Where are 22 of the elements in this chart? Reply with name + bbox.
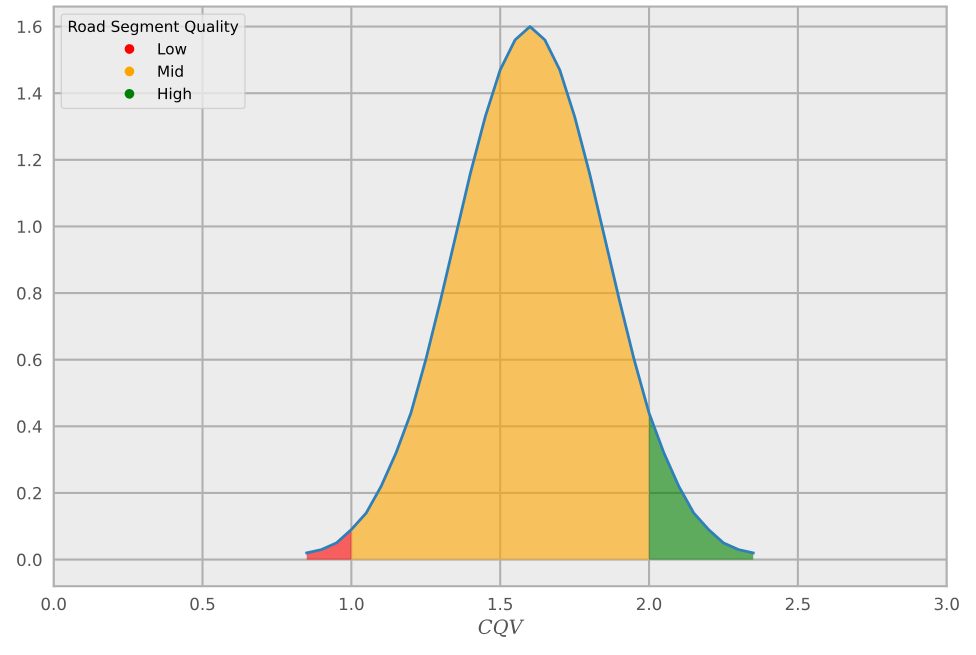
y-tick-label: 0.8	[17, 287, 42, 300]
x-tick-label: 0.0	[42, 598, 66, 610]
x-tick-label: 2.0	[637, 598, 662, 610]
legend-label: Mid	[158, 65, 183, 77]
y-tick-label: 0.0	[17, 554, 42, 566]
x-tick-label: 1.0	[340, 598, 364, 610]
y-tick-label: 1.2	[18, 154, 41, 166]
y-tick-label: 0.2	[17, 486, 41, 500]
x-tick-label: 3.0	[934, 598, 959, 610]
y-tick-label: 1.4	[18, 87, 42, 100]
x-axis-title: CQV	[478, 619, 524, 637]
y-tick-label: 0.4	[17, 420, 42, 433]
legend-label: High	[158, 88, 191, 102]
y-tick-label: 1.6	[18, 20, 42, 34]
x-tick-label: 2.5	[786, 598, 810, 610]
legend-title: Road Segment Quality	[68, 20, 238, 36]
legend-label: Low	[158, 43, 186, 55]
y-tick-label: 1.0	[18, 220, 42, 233]
y-tick-label: 0.6	[17, 354, 42, 366]
line-series	[305, 25, 755, 554]
x-tick-label: 1.5	[488, 598, 512, 610]
x-tick-label: 0.5	[190, 598, 214, 610]
